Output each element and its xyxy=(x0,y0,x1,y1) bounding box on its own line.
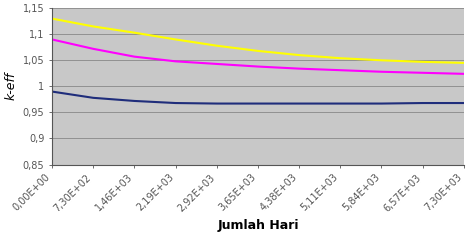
Y-axis label: k-eff: k-eff xyxy=(4,72,17,101)
X-axis label: Jumlah Hari: Jumlah Hari xyxy=(217,219,299,232)
